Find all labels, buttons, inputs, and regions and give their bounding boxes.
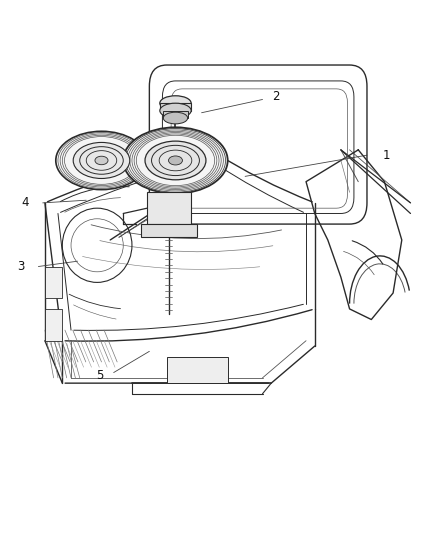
Ellipse shape: [160, 103, 191, 118]
Ellipse shape: [169, 156, 183, 165]
Text: 3: 3: [17, 260, 25, 273]
Text: 5: 5: [95, 369, 103, 382]
FancyArrowPatch shape: [69, 294, 120, 309]
Polygon shape: [167, 357, 228, 383]
FancyArrowPatch shape: [74, 304, 304, 330]
Polygon shape: [45, 309, 62, 341]
Ellipse shape: [123, 127, 228, 193]
Ellipse shape: [95, 156, 108, 165]
Text: 1: 1: [383, 149, 390, 161]
FancyArrowPatch shape: [352, 241, 383, 264]
Ellipse shape: [56, 131, 147, 190]
FancyArrowPatch shape: [65, 198, 120, 212]
Ellipse shape: [163, 112, 187, 124]
FancyArrowPatch shape: [212, 162, 304, 212]
FancyArrowPatch shape: [60, 161, 208, 212]
FancyArrowPatch shape: [212, 151, 312, 202]
FancyArrowPatch shape: [74, 305, 116, 319]
FancyArrowPatch shape: [60, 187, 129, 201]
Ellipse shape: [73, 142, 130, 179]
FancyArrowPatch shape: [91, 225, 282, 239]
Text: 4: 4: [21, 196, 29, 209]
FancyArrowPatch shape: [47, 150, 208, 202]
Polygon shape: [45, 266, 62, 298]
Polygon shape: [163, 111, 187, 118]
Polygon shape: [141, 224, 197, 237]
FancyArrowPatch shape: [65, 310, 312, 341]
FancyArrowPatch shape: [100, 240, 273, 252]
FancyArrowPatch shape: [343, 252, 374, 274]
Text: 2: 2: [272, 90, 279, 103]
Polygon shape: [147, 192, 191, 224]
Ellipse shape: [160, 96, 191, 111]
Polygon shape: [160, 103, 191, 111]
FancyArrowPatch shape: [82, 256, 260, 270]
Ellipse shape: [145, 141, 206, 180]
